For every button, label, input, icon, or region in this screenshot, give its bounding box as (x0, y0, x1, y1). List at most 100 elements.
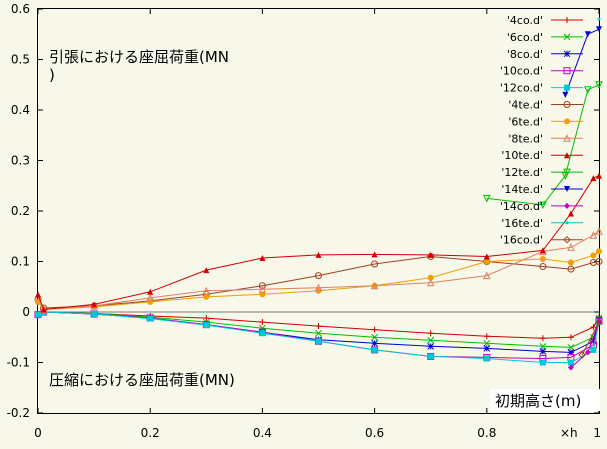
data-point (483, 339, 491, 347)
legend-swatch-marker (563, 50, 571, 58)
data-point (259, 254, 266, 261)
data-point (483, 345, 491, 352)
series-line (37, 311, 600, 363)
series-3 (34, 308, 603, 362)
data-point (371, 260, 379, 268)
data-point (370, 281, 379, 290)
series-7 (34, 227, 603, 313)
series-12 (597, 17, 601, 21)
series-13 (578, 318, 603, 359)
data-point (203, 293, 210, 300)
y-tick-label: 0.3 (11, 154, 30, 168)
series-9 (482, 81, 603, 210)
data-point (567, 265, 575, 273)
data-point (539, 201, 547, 210)
data-point (482, 194, 491, 203)
series-line (37, 311, 600, 353)
data-point (203, 315, 210, 322)
data-point (539, 263, 547, 271)
data-point (584, 31, 591, 38)
data-point (258, 282, 266, 290)
data-point (259, 291, 266, 298)
data-point (483, 355, 490, 362)
tension-label-line1: 引張における座屈荷重(MN (49, 48, 229, 66)
series-8 (35, 172, 602, 313)
x-tick-label: 0.6 (365, 426, 384, 440)
legend-swatch-marker (564, 17, 570, 23)
series-6 (35, 248, 602, 313)
legend-swatch-marker (564, 152, 570, 159)
data-point (567, 349, 575, 356)
legend-swatch-marker (565, 221, 569, 225)
data-point (567, 364, 574, 371)
data-point (427, 274, 434, 281)
series-0 (35, 309, 602, 342)
y-tick-label: 0.2 (11, 204, 30, 218)
data-point (562, 91, 569, 98)
legend-swatch-marker (563, 67, 571, 75)
x-tick-label: 0.2 (141, 426, 160, 440)
legend-swatch-marker (563, 134, 571, 142)
data-point (146, 293, 155, 302)
legend-swatch-marker (563, 235, 571, 244)
data-point (590, 337, 597, 345)
data-point (578, 351, 586, 359)
y-tick-label: 0 (22, 305, 30, 319)
legend-swatch-marker (563, 33, 571, 41)
legend-label: '12co.d' (500, 82, 543, 95)
series-10 (562, 26, 602, 98)
series-line (37, 230, 600, 311)
legend-label: '16co.d' (500, 234, 543, 247)
legend-label: '6co.d' (507, 31, 543, 44)
data-point (202, 286, 211, 295)
data-point (91, 311, 98, 318)
plot-frame (37, 8, 600, 414)
data-point (595, 258, 603, 265)
data-point (259, 330, 266, 337)
legend-swatch-marker (563, 168, 571, 177)
data-point (40, 306, 47, 313)
compression-label: 圧縮における座屈荷重(MN) (49, 371, 235, 389)
series-line (581, 321, 600, 356)
data-point (147, 315, 154, 322)
data-point (258, 285, 267, 293)
y-axis-ticks: -0.2 -0.1 0 0.1 0.2 0.3 0.4 0.5 0.6 (7, 2, 599, 420)
data-point (371, 326, 378, 333)
legend-swatch-marker (564, 118, 570, 125)
data-point (590, 346, 597, 353)
legend-swatch-marker (564, 84, 570, 91)
data-point (147, 288, 154, 295)
data-point (203, 267, 210, 274)
data-point (539, 255, 546, 262)
legend-label: '10te.d' (501, 149, 543, 162)
data-point (539, 335, 546, 342)
data-point (315, 338, 322, 345)
data-point (203, 322, 210, 329)
data-point (315, 251, 322, 258)
data-point (595, 227, 603, 235)
data-point (426, 278, 435, 287)
x-tick-label: 1 (593, 426, 601, 440)
data-point (567, 334, 574, 341)
data-point (539, 348, 547, 355)
data-point (596, 248, 602, 255)
legend-swatch-marker (564, 202, 570, 209)
data-point (539, 342, 547, 350)
x-axis-label: 初期高さ(m) (495, 392, 581, 410)
data-point (597, 17, 601, 21)
series-line (37, 311, 600, 360)
series-line (37, 311, 600, 348)
data-point (596, 26, 602, 33)
data-point (371, 339, 378, 347)
legend-label: '14co.d' (500, 200, 543, 213)
data-point (427, 251, 434, 258)
data-point (427, 336, 435, 344)
data-point (427, 353, 434, 360)
legend-label: '14te.d' (501, 183, 543, 196)
y-tick-label: 0.6 (11, 2, 30, 16)
series-line (37, 250, 600, 311)
data-point (483, 253, 490, 260)
data-point (567, 343, 575, 351)
